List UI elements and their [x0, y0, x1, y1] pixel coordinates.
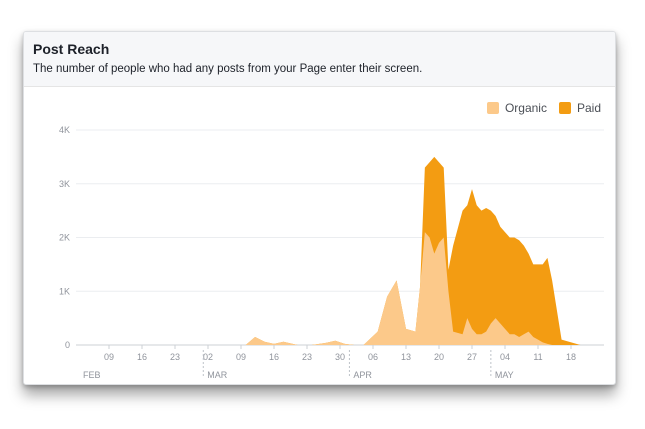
- month-label: FEB: [83, 370, 101, 380]
- x-tick-label: 02: [203, 352, 213, 362]
- x-tick-label: 13: [401, 352, 411, 362]
- legend-swatch-organic: [486, 102, 499, 114]
- card-header: Post Reach The number of people who had …: [24, 32, 615, 87]
- x-tick-label: 09: [104, 352, 114, 362]
- month-label: APR: [353, 370, 372, 380]
- x-tick-label: 16: [137, 352, 147, 362]
- y-tick-label: 1K: [59, 286, 70, 296]
- legend-item-paid[interactable]: Paid: [558, 101, 601, 115]
- x-tick-label: 09: [236, 352, 246, 362]
- legend-swatch-paid: [558, 102, 571, 114]
- y-tick-label: 3K: [59, 179, 70, 189]
- month-label: MAR: [207, 370, 228, 380]
- legend-label-paid: Paid: [576, 101, 601, 115]
- y-tick-label: 2K: [59, 233, 70, 243]
- post-reach-chart: 0 1K 2K 3K 4K 09 16 23 02 09 16 23 30 06 13 20 27 04 11 18 F…: [59, 125, 604, 380]
- legend-label-organic: Organic: [504, 101, 547, 115]
- x-tick-label: 16: [269, 352, 279, 362]
- card-subtitle: The number of people who had any posts f…: [33, 63, 423, 75]
- month-label: MAY: [495, 370, 514, 380]
- area-paid: [76, 156, 595, 345]
- x-tick-label: 23: [170, 352, 180, 362]
- x-tick-label: 23: [302, 352, 312, 362]
- x-tick-label: 18: [566, 352, 576, 362]
- y-tick-label: 4K: [59, 125, 70, 135]
- y-tick-label: 0: [65, 340, 70, 350]
- x-tick-label: 27: [467, 352, 477, 362]
- x-tick-label: 04: [500, 352, 510, 362]
- x-tick-label: 20: [434, 352, 444, 362]
- x-tick-label: 06: [368, 352, 378, 362]
- x-tick-label: 11: [533, 352, 542, 362]
- x-tick-label: 30: [335, 352, 345, 362]
- legend-item-organic[interactable]: Organic: [486, 101, 547, 115]
- post-reach-card: Post Reach The number of people who had …: [23, 31, 616, 385]
- card-title: Post Reach: [33, 41, 110, 57]
- chart-legend: Organic Paid: [475, 101, 601, 115]
